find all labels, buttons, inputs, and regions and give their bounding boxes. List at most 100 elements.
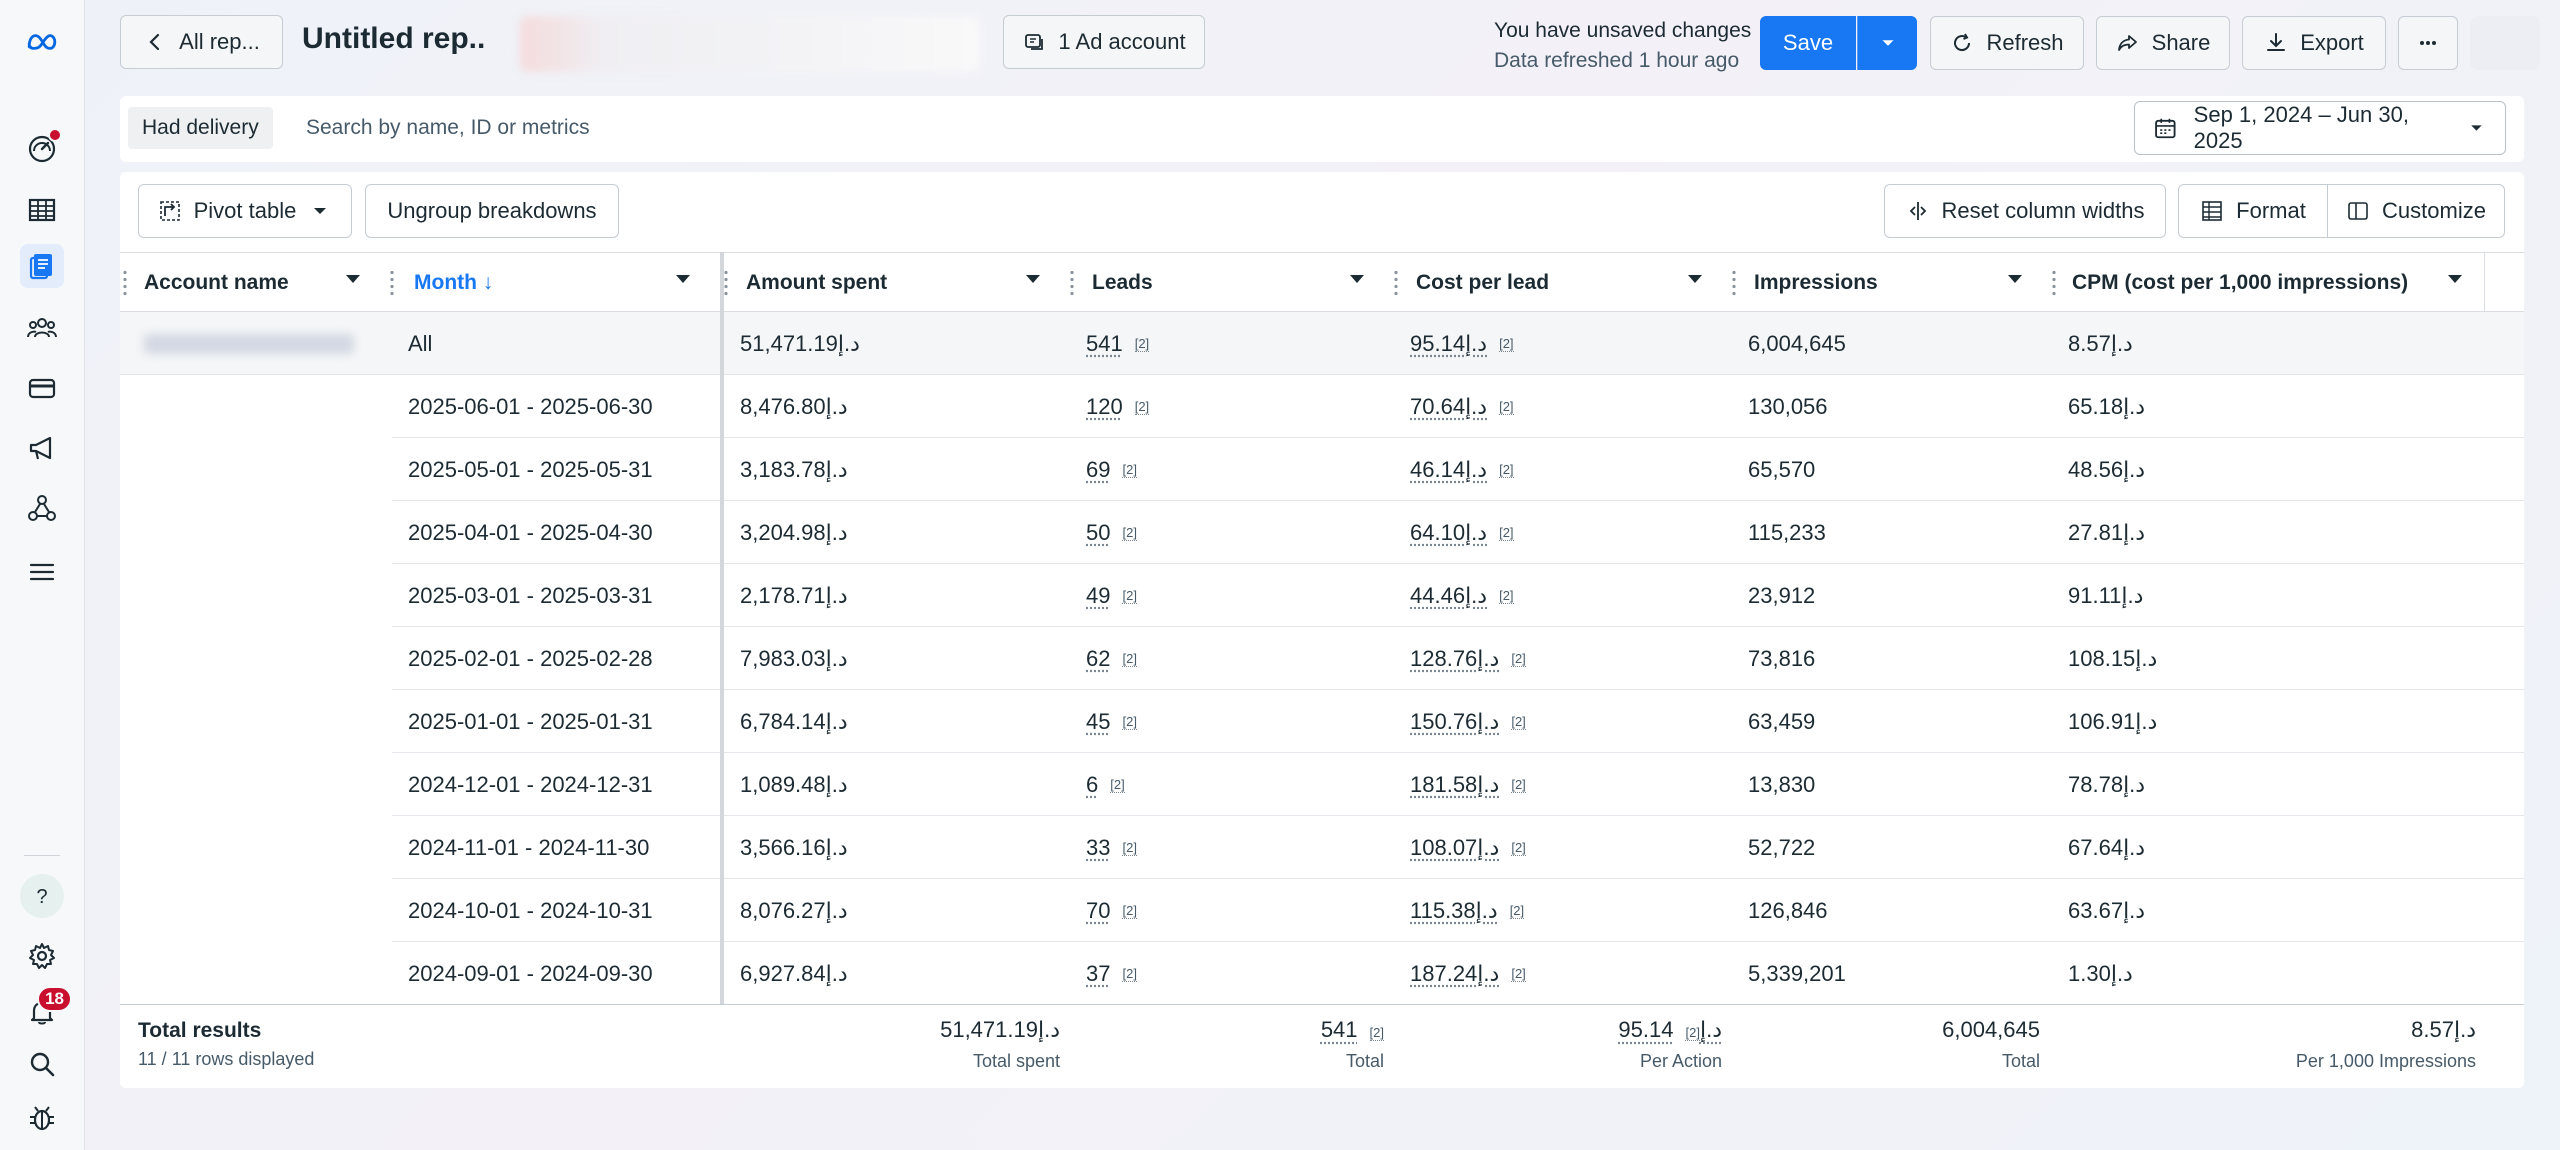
table-row[interactable]: 2025-04-01 - 2025-04-30 3,204.98د.إ 50 [2… <box>120 501 2524 564</box>
month-cell: 2025-01-01 - 2025-01-31 <box>408 708 653 734</box>
save-button[interactable]: Save <box>1760 16 1856 70</box>
frozen-column-divider[interactable] <box>720 252 724 1088</box>
cost-per-lead-cell[interactable]: 70.64د.إ [2] <box>1410 393 1514 419</box>
menu-icon[interactable] <box>20 550 64 594</box>
cost-per-lead-cell[interactable]: 44.46د.إ [2] <box>1410 582 1514 608</box>
reset-column-widths-button[interactable]: Reset column widths <box>1884 184 2166 238</box>
more-options-button[interactable] <box>2398 16 2458 70</box>
leads-cell[interactable]: 45 [2] <box>1086 708 1137 734</box>
search-icon[interactable] <box>20 1042 64 1086</box>
report-title[interactable]: Untitled rep.. <box>302 22 486 55</box>
refresh-button[interactable]: Refresh <box>1930 16 2084 70</box>
share-button[interactable]: Share <box>2096 16 2230 70</box>
leads-cell[interactable]: 33 [2] <box>1086 834 1137 860</box>
cost-per-lead-cell[interactable]: 95.14د.إ [2] <box>1410 330 1514 356</box>
caret-down-icon[interactable] <box>2008 275 2022 283</box>
column-drag-handle[interactable] <box>1732 269 1736 297</box>
total-impressions: 6,004,645 <box>1942 1017 2040 1042</box>
settings-gear-icon[interactable] <box>20 934 64 978</box>
table-row[interactable]: 2024-12-01 - 2024-12-31 1,089.48د.إ 6 [2]… <box>120 753 2524 816</box>
table-row[interactable]: 2025-06-01 - 2025-06-30 8,476.80د.إ 120[… <box>120 375 2524 438</box>
help-icon[interactable]: ? <box>20 874 64 918</box>
megaphone-icon[interactable] <box>20 426 64 470</box>
column-drag-handle[interactable] <box>390 269 394 297</box>
dashboard-gauge-icon[interactable] <box>20 126 64 170</box>
customize-button[interactable]: Customize <box>2327 184 2505 238</box>
billing-card-icon[interactable] <box>20 366 64 410</box>
had-delivery-filter-chip[interactable]: Had delivery <box>128 107 273 149</box>
meta-logo-icon[interactable] <box>20 20 64 64</box>
leads-cell[interactable]: 541 [2] <box>1086 330 1150 356</box>
cpm-cell: 63.67د.إ <box>2068 897 2146 923</box>
cost-per-lead-cell[interactable]: 181.58د.إ [2] <box>1410 771 1526 797</box>
save-options-dropdown[interactable] <box>1857 16 1917 70</box>
caret-down-icon[interactable] <box>676 275 690 283</box>
table-row[interactable]: 2025-02-01 - 2025-02-28 7,983.03د.إ 62 [2… <box>120 627 2524 690</box>
column-drag-handle[interactable] <box>123 269 127 297</box>
leads-cell[interactable]: 6 [2] <box>1086 771 1125 797</box>
caret-down-icon[interactable] <box>1688 275 1702 283</box>
caret-down-icon[interactable] <box>1026 275 1040 283</box>
leads-cell[interactable]: 49 [2] <box>1086 582 1137 608</box>
column-header-cost-per-lead[interactable]: Cost per lead <box>1416 271 1550 294</box>
table-row[interactable]: 2024-11-01 - 2024-11-30 3,566.16د.إ 33 [2… <box>120 816 2524 879</box>
search-input[interactable]: Search by name, ID or metrics <box>306 116 590 139</box>
cost-per-lead-cell[interactable]: 108.07د.إ [2] <box>1410 834 1526 860</box>
amount-spent-cell: 2,178.71د.إ <box>740 582 848 608</box>
ad-account-selector[interactable]: 1 Ad account <box>1003 15 1205 69</box>
column-drag-handle[interactable] <box>1394 269 1398 297</box>
cost-per-lead-cell[interactable]: 187.24د.إ [2] <box>1410 960 1526 986</box>
nav-rail: ? 18 <box>0 0 85 1150</box>
column-header-cpm[interactable]: CPM (cost per 1,000 impressions) <box>2072 271 2409 294</box>
cost-per-lead-cell[interactable]: 64.10د.إ [2] <box>1410 519 1514 545</box>
table-grid-icon[interactable] <box>20 188 64 232</box>
cost-per-lead-cell[interactable]: 46.14د.إ [2] <box>1410 456 1514 482</box>
table-row[interactable]: 2025-03-01 - 2025-03-31 2,178.71د.إ 49 [2… <box>120 564 2524 627</box>
column-drag-handle[interactable] <box>1070 269 1074 297</box>
impressions-cell: 65,570 <box>1748 456 1816 482</box>
column-header-leads[interactable]: Leads <box>1092 271 1153 294</box>
column-header-month[interactable]: Month ↓ <box>414 271 494 294</box>
column-header-impressions[interactable]: Impressions <box>1754 271 1878 294</box>
table-row[interactable]: All 51,471.19د.إ 541 [2] 95.14د.إ [2] 6,00… <box>120 312 2524 375</box>
leads-cell[interactable]: 50 [2] <box>1086 519 1137 545</box>
cost-per-lead-cell[interactable]: 128.76د.إ [2] <box>1410 645 1526 671</box>
cost-per-lead-cell[interactable]: 115.38د.إ [2] <box>1410 897 1525 923</box>
table-row[interactable]: 2024-09-01 - 2024-09-30 6,927.84د.إ 37 [2… <box>120 942 2524 1005</box>
column-drag-handle[interactable] <box>2052 269 2056 297</box>
caret-down-icon[interactable] <box>2448 275 2462 283</box>
table-row[interactable]: 2024-10-01 - 2024-10-31 8,076.27د.إ 70 [2… <box>120 879 2524 942</box>
leads-cell[interactable]: 120 [2] <box>1086 393 1150 419</box>
cpm-cell: 48.56د.إ <box>2068 456 2146 482</box>
caret-down-icon[interactable] <box>1350 275 1364 283</box>
column-header-amount-spent[interactable]: Amount spent <box>746 271 888 294</box>
leads-cell[interactable]: 69 [2] <box>1086 456 1137 482</box>
audiences-icon[interactable] <box>20 306 64 350</box>
table-row[interactable]: 2025-01-01 - 2025-01-31 6,784.14د.إ 45 [2… <box>120 690 2524 753</box>
column-header-account-name[interactable]: Account name <box>144 271 289 294</box>
reports-icon[interactable] <box>20 244 64 288</box>
business-network-icon[interactable] <box>20 486 64 530</box>
bug-report-icon[interactable] <box>20 1096 64 1140</box>
table-row[interactable]: 2025-05-01 - 2025-05-31 3,183.78د.إ 69 [2… <box>120 438 2524 501</box>
month-cell: 2025-05-01 - 2025-05-31 <box>408 456 653 482</box>
total-cost-per-lead[interactable]: 95.14د.إ[2] <box>1618 1017 1722 1042</box>
month-cell: 2024-12-01 - 2024-12-31 <box>408 771 653 797</box>
pivot-table-dropdown[interactable]: Pivot table <box>138 184 352 238</box>
date-range-picker[interactable]: Sep 1, 2024 – Jun 30, 2025 <box>2134 101 2506 155</box>
column-drag-handle[interactable] <box>724 269 728 297</box>
leads-cell[interactable]: 70 [2] <box>1086 897 1137 923</box>
total-leads[interactable]: 541 [2] <box>1320 1017 1384 1042</box>
format-button[interactable]: Format <box>2178 184 2328 238</box>
leads-cell[interactable]: 37 [2] <box>1086 960 1137 986</box>
back-to-reports-button[interactable]: All rep... <box>120 15 283 69</box>
export-button[interactable]: Export <box>2242 16 2386 70</box>
impressions-cell: 73,816 <box>1748 645 1816 671</box>
leads-cell[interactable]: 62 [2] <box>1086 645 1137 671</box>
ungroup-breakdowns-button[interactable]: Ungroup breakdowns <box>365 184 619 238</box>
month-cell: 2025-03-01 - 2025-03-31 <box>408 582 653 608</box>
impressions-cell: 63,459 <box>1748 708 1816 734</box>
caret-down-icon[interactable] <box>346 275 360 283</box>
cost-per-lead-cell[interactable]: 150.76د.إ [2] <box>1410 708 1526 734</box>
notifications-bell-icon[interactable]: 18 <box>20 986 72 1034</box>
